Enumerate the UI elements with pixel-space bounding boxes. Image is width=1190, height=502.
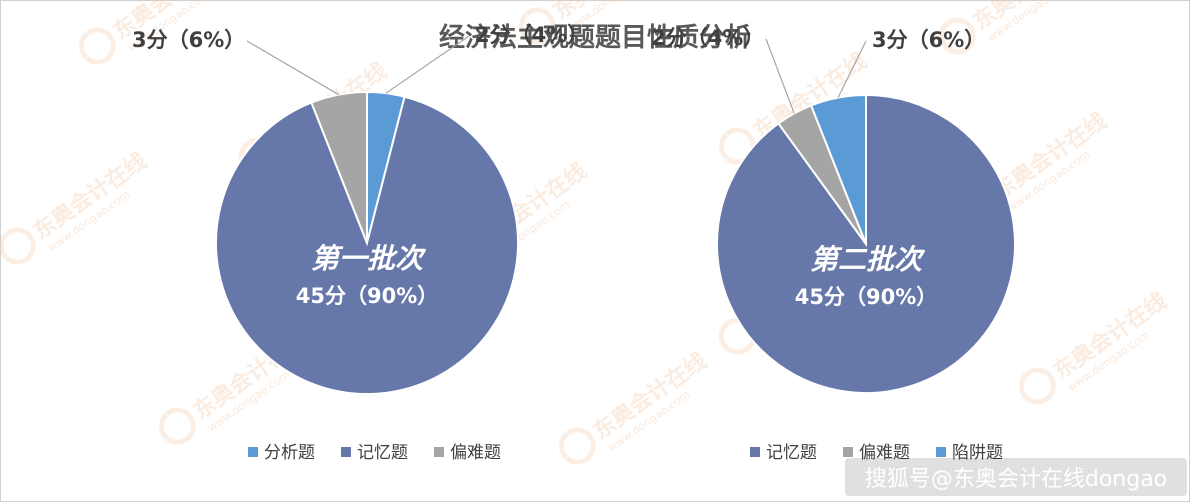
pie-2-label-偏难题: 2分（4%）: [651, 26, 764, 50]
source-credit: 搜狐号@东奥会计在线dongao: [845, 458, 1187, 496]
legend-swatch-陷阱题: [936, 447, 946, 457]
watermark-brand: 东奥会计在线: [589, 348, 712, 445]
legend-item-记忆题: 记忆题: [357, 443, 408, 463]
pie-1-leader-偏难题: [246, 40, 340, 96]
legend-swatch-记忆题: [341, 447, 351, 457]
pie-1-leader-分析题: [385, 35, 470, 94]
watermark-brand: 东奥会计在线: [29, 148, 152, 245]
legend-swatch-记忆题: [750, 447, 760, 457]
watermark-logo-icon: [78, 27, 116, 65]
pie-2-leader-偏难题: [765, 38, 795, 114]
legend-item-偏难题: 偏难题: [859, 443, 910, 463]
legend-swatch-偏难题: [434, 447, 444, 457]
pie-1-slice-记忆题: [215, 95, 519, 395]
pie-1-center-title: 第一批次: [311, 242, 427, 275]
watermark-logo-icon: [518, 7, 556, 45]
pie-chart-1: 2分（4%） 第一批次 45分（90%） 3分（6%） 分析题 记忆题 偏难题: [132, 23, 588, 463]
watermark-logo-icon: [158, 407, 196, 445]
pie-2-leader-陷阱题: [837, 40, 867, 98]
watermark-logo-icon: [558, 427, 596, 465]
chart-title: 经济法主观题题目性质分析: [439, 22, 751, 53]
pie-chart-2: 第二批次 45分（90%） 2分（4%） 3分（6%） 记忆题 偏难题 陷阱题: [651, 26, 1016, 463]
pie-1-label-记忆题: 45分（90%）: [296, 284, 439, 308]
watermark-brand: 东奥会计在线: [1049, 288, 1172, 385]
pie-2-center-title: 第二批次: [810, 243, 926, 276]
pie-2-label-陷阱题: 3分（6%）: [872, 28, 985, 52]
legend-item-记忆题: 记忆题: [766, 443, 817, 463]
credit-text: 搜狐号@东奥会计在线dongao: [865, 467, 1167, 492]
pie-2-label-记忆题: 45分（90%）: [795, 285, 938, 309]
credit-background: [845, 458, 1187, 496]
watermark-brand: 东奥会计在线: [989, 108, 1112, 205]
pie-1-label-偏难题: 3分（6%）: [132, 28, 245, 52]
pie-2-legend: 记忆题 偏难题 陷阱题: [750, 443, 1003, 463]
legend-swatch-分析题: [248, 447, 258, 457]
watermark-logo-icon: [938, 17, 976, 55]
legend-item-陷阱题: 陷阱题: [952, 443, 1003, 463]
pie-1-label-分析题: 2分（4%）: [475, 23, 588, 47]
legend-swatch-偏难题: [843, 447, 853, 457]
pies: 2分（4%） 第一批次 45分（90%） 3分（6%） 分析题 记忆题 偏难题 第二批次 45分…: [132, 23, 1016, 463]
watermark-logo-icon: [1018, 367, 1056, 405]
watermark-logo-icon: [0, 227, 36, 265]
legend-item-偏难题: 偏难题: [450, 443, 501, 463]
legend-item-分析题: 分析题: [264, 443, 315, 463]
pie-1-legend: 分析题 记忆题 偏难题: [248, 443, 501, 463]
